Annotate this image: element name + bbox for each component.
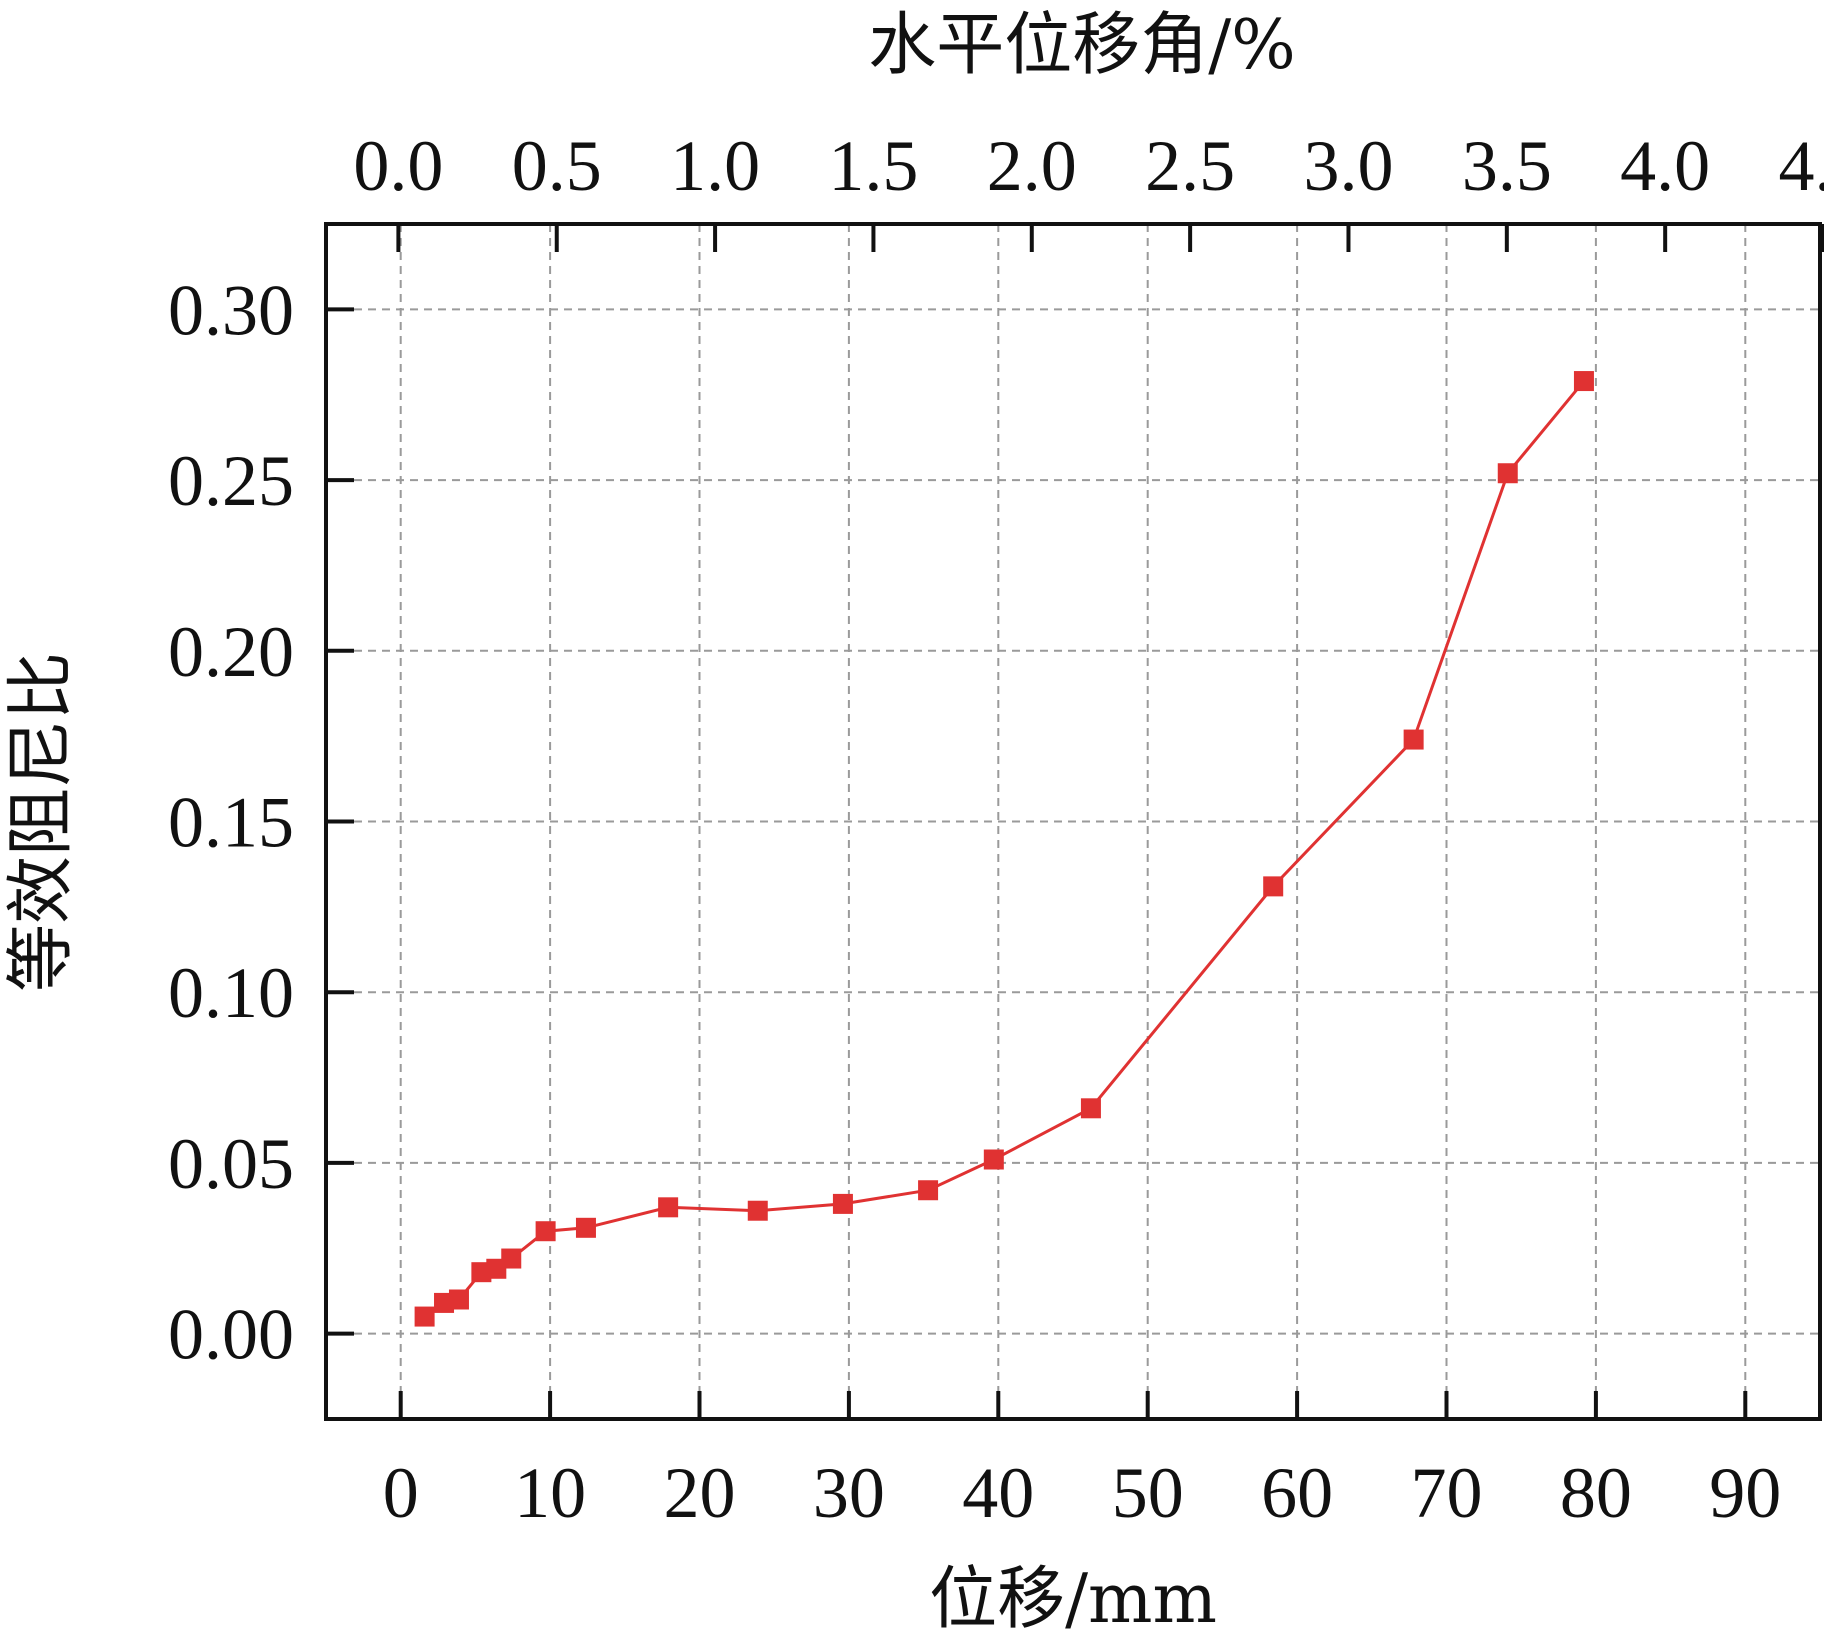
x2-tick-label: 3.5 (1462, 126, 1552, 206)
x-tick-label: 20 (664, 1453, 736, 1533)
x2-tick-label: 1.5 (828, 126, 918, 206)
x-tick-label: 60 (1261, 1453, 1333, 1533)
data-point-marker (1080, 1098, 1101, 1119)
axis-ticks (326, 224, 1824, 1419)
data-point-marker (1263, 876, 1284, 897)
y-tick-label: 0.30 (168, 270, 294, 350)
y-axis-title: 等效阻尼比 (2, 652, 81, 992)
data-point-marker (448, 1289, 469, 1310)
y-tick-label: 0.00 (168, 1295, 294, 1375)
grid-lines (326, 224, 1820, 1419)
y-tick-label: 0.10 (168, 953, 294, 1033)
data-point-marker (983, 1149, 1004, 1170)
data-point-marker (1403, 729, 1424, 750)
x-tick-label: 10 (514, 1453, 586, 1533)
x-tick-label: 30 (813, 1453, 885, 1533)
y-tick-label: 0.05 (168, 1124, 294, 1204)
x2-tick-label: 4.5 (1779, 126, 1824, 206)
x-tick-label: 80 (1560, 1453, 1632, 1533)
x-tick-label: 0 (383, 1453, 419, 1533)
data-point-marker (747, 1200, 768, 1221)
y-tick-label: 0.20 (168, 612, 294, 692)
x-axis-title: 位移/mm (929, 1560, 1217, 1639)
x-tick-label: 50 (1112, 1453, 1184, 1533)
data-series (414, 371, 1594, 1327)
y-tick-label: 0.15 (168, 783, 294, 863)
x-tick-label: 70 (1411, 1453, 1483, 1533)
data-point-marker (832, 1193, 853, 1214)
x2-tick-label: 0.5 (512, 126, 602, 206)
data-point-marker (575, 1217, 596, 1238)
data-point-marker (1497, 463, 1518, 484)
series-line (423, 380, 1586, 1318)
tick-labels: 0 10 20 30 40 50 60 70 80 90 0.0 0.5 1.0 1.5 2.0 2.5 3.0… (168, 126, 1824, 1533)
top-x-axis-title: 水平位移角/% (868, 6, 1296, 85)
x-tick-label: 40 (962, 1453, 1034, 1533)
data-point-marker (658, 1197, 679, 1218)
x2-tick-label: 4.0 (1620, 126, 1710, 206)
data-point-marker (501, 1248, 522, 1269)
data-point-marker (535, 1221, 556, 1242)
y-tick-label: 0.25 (168, 441, 294, 521)
x2-tick-label: 3.0 (1303, 126, 1393, 206)
x2-tick-label: 2.5 (1145, 126, 1235, 206)
x2-tick-label: 2.0 (987, 126, 1077, 206)
data-point-marker (1573, 371, 1594, 392)
data-point-marker (414, 1306, 435, 1327)
x-tick-label: 90 (1709, 1453, 1781, 1533)
data-point-marker (918, 1180, 939, 1201)
x2-tick-label: 0.0 (353, 126, 443, 206)
x2-tick-label: 1.0 (670, 126, 760, 206)
